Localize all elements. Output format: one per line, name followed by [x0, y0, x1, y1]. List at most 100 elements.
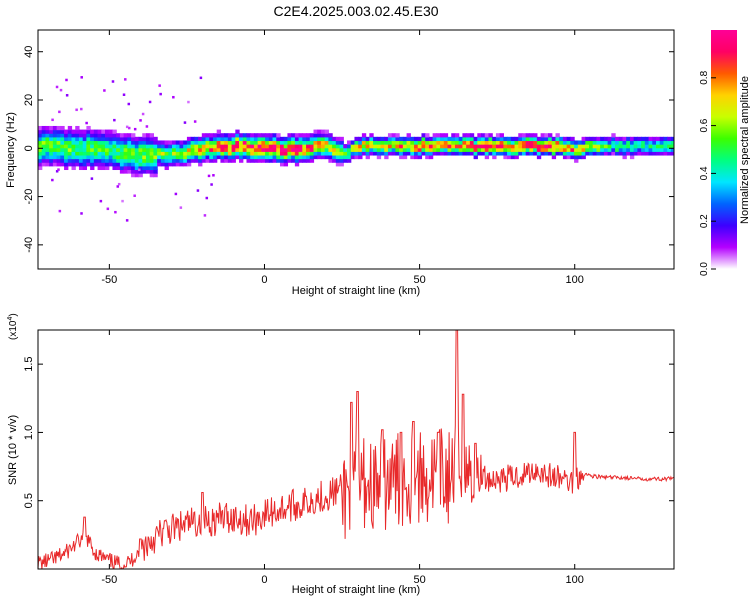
heat-cell	[361, 140, 367, 145]
heat-cell	[198, 158, 203, 163]
heat-cell	[440, 133, 445, 138]
heat-cell	[198, 151, 203, 156]
heat-cell	[149, 169, 155, 174]
heat-cell	[272, 140, 277, 145]
heat-cell	[637, 140, 642, 145]
heat-cell	[309, 158, 315, 163]
heat-cell	[131, 133, 136, 138]
heat-cell	[577, 144, 583, 149]
heat-cell	[93, 162, 99, 167]
heat-cell	[239, 158, 244, 163]
heat-cell	[97, 162, 102, 167]
heat-cell	[637, 151, 642, 156]
heat-cell	[529, 147, 534, 152]
heat-cell	[142, 162, 147, 167]
heat-cell	[670, 136, 674, 142]
heat-cell	[127, 154, 132, 160]
heat-cell	[45, 144, 50, 149]
heat-cell	[499, 133, 504, 138]
heat-cell	[410, 140, 415, 145]
heat-cell	[78, 158, 84, 163]
heat-cell	[276, 154, 281, 160]
heat-cell	[365, 151, 370, 156]
heat-cell	[131, 140, 136, 145]
heat-cell	[131, 154, 136, 160]
spectrogram-y-tick-label: -40	[23, 237, 35, 253]
heat-cell	[391, 136, 397, 142]
heat-cell	[611, 133, 616, 138]
heat-cell	[555, 151, 560, 156]
heat-cell	[261, 140, 266, 145]
heat-cell	[119, 133, 125, 138]
heat-cell	[49, 154, 54, 160]
heat-cell	[376, 136, 382, 142]
heat-cell	[469, 140, 475, 145]
heat-cell	[41, 140, 47, 145]
heat-cell	[421, 140, 426, 145]
heat-cell	[298, 140, 303, 145]
snr-panel: -50 0 50 100 0.5 1.0 1.5 Height of straight l…	[7, 313, 675, 596]
heat-cell	[309, 154, 315, 160]
heat-cell	[499, 140, 504, 145]
heat-cell	[648, 140, 653, 145]
heat-cell	[414, 151, 419, 156]
spectrogram-heatmap	[38, 76, 674, 222]
heat-cell	[71, 158, 76, 163]
heat-cell	[216, 154, 222, 160]
heat-cell	[172, 162, 177, 167]
heat-cell	[592, 136, 598, 142]
heat-cell	[399, 136, 404, 142]
heat-cell	[510, 136, 516, 142]
heat-cell	[332, 154, 337, 160]
heat-cell	[667, 151, 672, 156]
heat-cell	[186, 144, 192, 149]
heat-cell	[581, 144, 586, 149]
heat-cell	[477, 147, 482, 152]
heat-cell	[101, 133, 106, 138]
heat-cell	[116, 136, 121, 142]
heat-cell	[149, 158, 155, 163]
heat-cell	[317, 133, 322, 138]
heat-cell	[205, 158, 210, 163]
heat-cell	[421, 147, 426, 152]
heat-cell	[119, 151, 125, 156]
heat-cell	[75, 136, 80, 142]
heat-cell	[105, 147, 110, 152]
heat-cell	[112, 154, 117, 160]
heat-cell	[581, 147, 586, 152]
heat-speckle	[114, 210, 117, 214]
heat-cell	[56, 133, 61, 138]
heat-cell	[313, 147, 318, 152]
heat-cell	[142, 158, 147, 163]
heat-cell	[276, 151, 281, 156]
heat-cell	[317, 140, 322, 145]
heat-cell	[533, 136, 538, 142]
heat-cell	[38, 133, 43, 138]
heat-cell	[56, 144, 61, 149]
heat-cell	[216, 151, 222, 156]
heat-cell	[82, 158, 87, 163]
heat-cell	[131, 151, 136, 156]
heat-cell	[462, 140, 467, 145]
heat-cell	[160, 151, 166, 156]
heat-cell	[391, 140, 397, 145]
heat-cell	[108, 147, 114, 152]
heat-cell	[395, 140, 400, 145]
heat-cell	[481, 133, 486, 138]
heat-cell	[514, 151, 519, 156]
heat-cell	[90, 140, 95, 145]
heat-cell	[131, 147, 136, 152]
heat-cell	[347, 144, 352, 149]
heat-cell	[283, 144, 289, 149]
heat-cell	[544, 151, 549, 156]
heat-cell	[507, 154, 512, 160]
heat-cell	[514, 144, 519, 149]
heat-cell	[64, 140, 69, 145]
heat-cell	[123, 165, 128, 171]
heat-cell	[172, 140, 177, 145]
heat-cell	[510, 144, 516, 149]
heat-cell	[570, 140, 575, 145]
heat-cell	[246, 151, 251, 156]
heat-cell	[421, 136, 426, 142]
heat-cell	[335, 158, 341, 163]
